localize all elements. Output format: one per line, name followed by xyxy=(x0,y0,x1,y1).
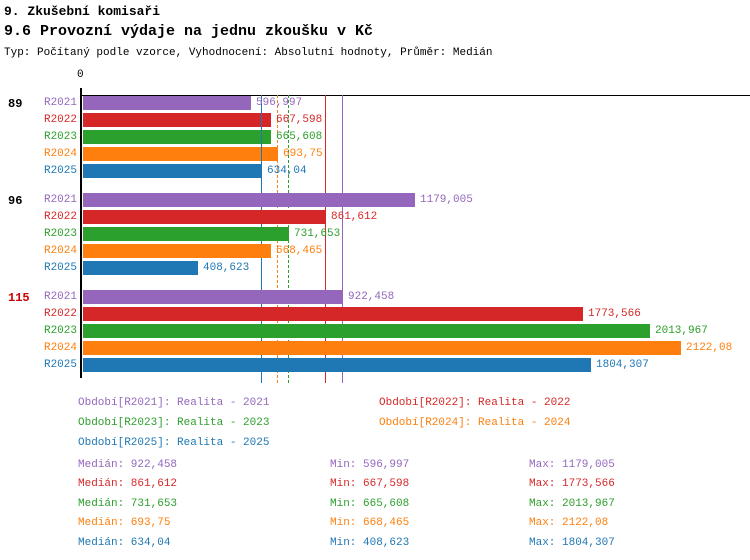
legend-item-R2023: Období[R2023]: Realita - 2023 xyxy=(78,417,270,429)
bar-label-115-R2023: R2023 xyxy=(43,325,77,337)
bar-value-115-R2024: 2122,08 xyxy=(686,342,733,354)
stat-median-R2022: Medián: 861,612 xyxy=(78,478,178,490)
bar-label-115-R2025: R2025 xyxy=(43,359,77,371)
bar-96-R2021 xyxy=(83,193,415,207)
chart-title: 9.6 Provozní výdaje na jednu zkoušku v K… xyxy=(4,23,374,40)
bar-label-115-R2021: R2021 xyxy=(43,291,77,303)
bar-value-96-R2022: 861,612 xyxy=(331,211,378,223)
legend-item-R2022: Období[R2022]: Realita - 2022 xyxy=(379,397,571,409)
bar-label-89-R2022: R2022 xyxy=(43,114,77,126)
bar-value-89-R2024: 693,75 xyxy=(283,148,323,160)
bar-label-89-R2021: R2021 xyxy=(43,97,77,109)
bar-label-96-R2021: R2021 xyxy=(43,194,77,206)
y-axis-line xyxy=(80,88,82,378)
bar-115-R2023 xyxy=(83,324,650,338)
bar-value-115-R2022: 1773,566 xyxy=(588,308,641,320)
bar-89-R2022 xyxy=(83,113,271,127)
chart-subtitle: Typ: Počítaný podle vzorce, Vyhodnocení:… xyxy=(4,47,493,59)
bar-96-R2023 xyxy=(83,227,289,241)
bar-label-96-R2022: R2022 xyxy=(43,211,77,223)
group-label-89: 89 xyxy=(8,97,23,111)
bar-value-115-R2023: 2013,967 xyxy=(655,325,708,337)
stat-max-R2024: Max: 2122,08 xyxy=(529,517,609,529)
bar-89-R2025 xyxy=(83,164,262,178)
legend-item-R2021: Období[R2021]: Realita - 2021 xyxy=(78,397,270,409)
stat-max-R2021: Max: 1179,005 xyxy=(529,459,615,471)
stat-median-R2021: Medián: 922,458 xyxy=(78,459,178,471)
x-axis-zero-label: 0 xyxy=(77,69,84,81)
stat-min-R2023: Min: 665,608 xyxy=(330,498,410,510)
stat-min-R2025: Min: 408,623 xyxy=(330,537,410,549)
bar-value-89-R2023: 665,608 xyxy=(276,131,323,143)
bar-96-R2025 xyxy=(83,261,198,275)
bar-label-96-R2024: R2024 xyxy=(43,245,77,257)
bar-96-R2024 xyxy=(83,244,271,258)
bar-value-115-R2025: 1804,307 xyxy=(596,359,649,371)
legend-item-R2025: Období[R2025]: Realita - 2025 xyxy=(78,437,270,449)
bar-89-R2023 xyxy=(83,130,271,144)
stat-median-R2025: Medián: 634,04 xyxy=(78,537,171,549)
median-line-R2022 xyxy=(325,95,326,383)
median-line-overlay-R2025 xyxy=(261,96,262,181)
bar-89-R2021 xyxy=(83,96,251,110)
stat-max-R2025: Max: 1804,307 xyxy=(529,537,615,549)
bar-label-89-R2025: R2025 xyxy=(43,165,77,177)
bar-value-96-R2021: 1179,005 xyxy=(420,194,473,206)
legend-item-R2024: Období[R2024]: Realita - 2024 xyxy=(379,417,571,429)
bar-89-R2024 xyxy=(83,147,278,161)
bar-label-89-R2023: R2023 xyxy=(43,131,77,143)
group-label-96: 96 xyxy=(8,194,23,208)
bar-value-89-R2025: 634,04 xyxy=(267,165,307,177)
stat-max-R2022: Max: 1773,566 xyxy=(529,478,615,490)
bar-96-R2022 xyxy=(83,210,326,224)
bar-value-115-R2021: 922,458 xyxy=(348,291,395,303)
stat-min-R2021: Min: 596,997 xyxy=(330,459,410,471)
bar-115-R2021 xyxy=(83,290,343,304)
group-label-115: 115 xyxy=(8,291,30,305)
bar-label-96-R2025: R2025 xyxy=(43,262,77,274)
bar-label-115-R2022: R2022 xyxy=(43,308,77,320)
bar-label-96-R2023: R2023 xyxy=(43,228,77,240)
bar-115-R2022 xyxy=(83,307,583,321)
stat-max-R2023: Max: 2013,967 xyxy=(529,498,615,510)
stat-median-R2023: Medián: 731,653 xyxy=(78,498,178,510)
bar-value-89-R2022: 667,598 xyxy=(276,114,323,126)
bar-value-96-R2025: 408,623 xyxy=(203,262,250,274)
bar-115-R2024 xyxy=(83,341,681,355)
report-title: 9. Zkušební komisaři xyxy=(4,4,161,19)
bar-value-96-R2023: 731,653 xyxy=(294,228,341,240)
stat-median-R2024: Medián: 693,75 xyxy=(78,517,171,529)
bar-value-96-R2024: 668,465 xyxy=(276,245,323,257)
x-axis-line xyxy=(80,95,750,96)
bar-value-89-R2021: 596,997 xyxy=(256,97,303,109)
stat-min-R2022: Min: 667,598 xyxy=(330,478,410,490)
bar-label-115-R2024: R2024 xyxy=(43,342,77,354)
median-line-R2021 xyxy=(342,95,343,383)
bar-115-R2025 xyxy=(83,358,591,372)
bar-label-89-R2024: R2024 xyxy=(43,148,77,160)
stat-min-R2024: Min: 668,465 xyxy=(330,517,410,529)
